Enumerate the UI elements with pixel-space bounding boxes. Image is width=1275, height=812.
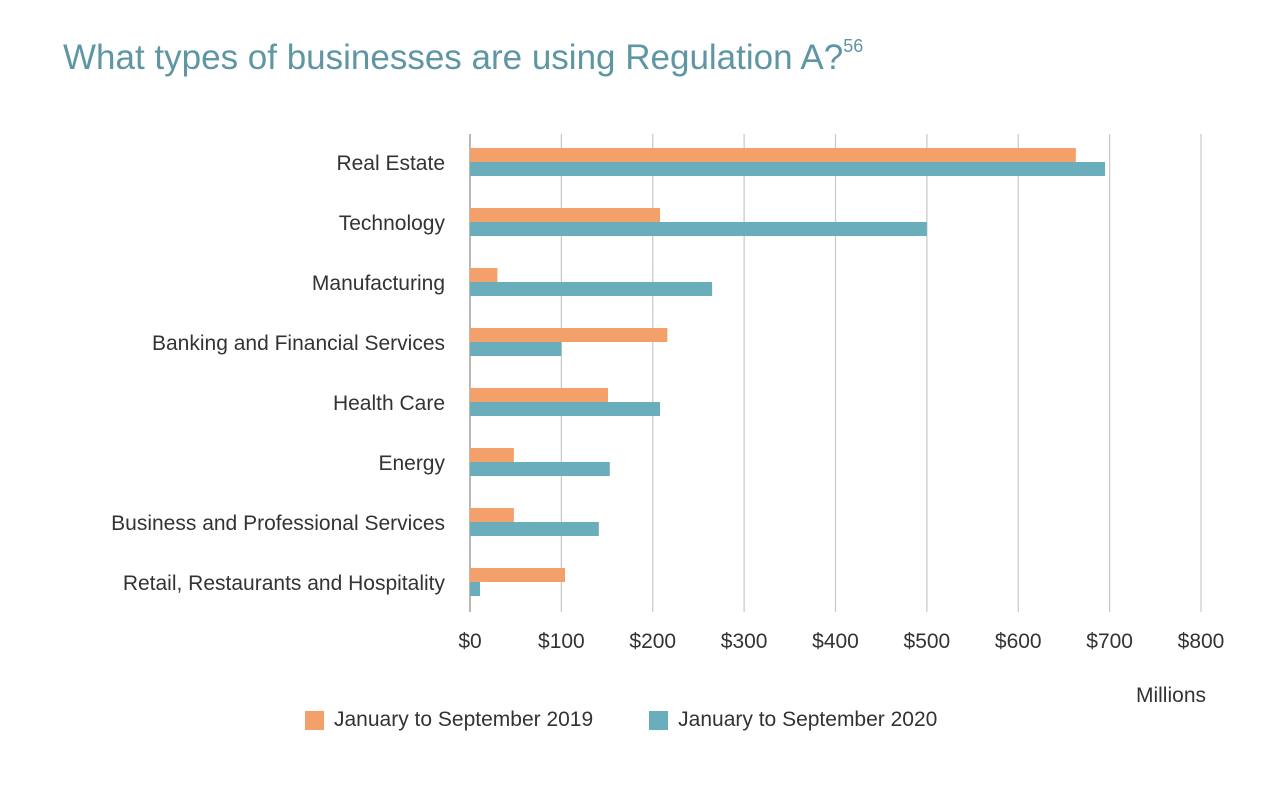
legend-label-2020: January to September 2020: [678, 708, 938, 731]
x-tick-label: $300: [721, 630, 768, 653]
bar-2020: [470, 402, 661, 416]
category-label: Energy: [378, 452, 445, 475]
x-tick-label: $700: [1086, 630, 1133, 653]
bar-2020: [470, 522, 599, 536]
chart-title: What types of businesses are using Regul…: [63, 36, 864, 78]
bar-2020: [470, 222, 927, 236]
bar-2019: [470, 268, 498, 282]
bars: [470, 148, 1106, 596]
bar-2019: [470, 508, 514, 522]
x-tick-label: $600: [995, 630, 1042, 653]
category-label: Banking and Financial Services: [152, 332, 445, 355]
category-label: Real Estate: [336, 152, 445, 175]
bar-2019: [470, 208, 661, 222]
bar-2019: [470, 568, 566, 582]
gridlines: [469, 134, 1202, 612]
legend-item-2020: January to September 2020: [649, 708, 937, 732]
bar-2019: [470, 148, 1076, 162]
category-label: Health Care: [333, 392, 445, 415]
x-tick-label: $500: [904, 630, 951, 653]
category-label: Retail, Restaurants and Hospitality: [123, 572, 446, 595]
legend-swatch-2019: [305, 710, 324, 730]
bar-2020: [470, 282, 713, 296]
bar-2020: [470, 162, 1106, 176]
bar-2019: [470, 388, 608, 402]
bar-2019: [470, 448, 514, 462]
x-tick-label: $0: [458, 630, 481, 653]
bar-2020: [470, 342, 562, 356]
bar-2020: [470, 582, 481, 596]
title-footnote: 56: [843, 36, 864, 57]
x-unit-label: Millions: [1136, 684, 1206, 707]
category-labels: Real Estate Technology Manufacturing Bankin…: [111, 152, 445, 595]
x-tick-label: $800: [1178, 630, 1225, 653]
legend-item-2019: January to September 2019: [305, 708, 593, 732]
legend: January to September 2019 January to Sep…: [305, 708, 937, 732]
legend-swatch-2020: [649, 710, 669, 730]
legend-label-2019: January to September 2019: [334, 708, 594, 731]
x-tick-label: $400: [812, 630, 859, 653]
bar-2019: [470, 328, 668, 342]
x-tick-labels: $0 $100 $200 $300 $400 $500 $600 $700 $800: [458, 630, 1224, 653]
chart-title-text: What types of businesses are using Regul…: [63, 38, 844, 77]
bar-2020: [470, 462, 610, 476]
category-label: Manufacturing: [312, 272, 445, 295]
category-label: Technology: [339, 212, 446, 235]
category-label: Business and Professional Services: [111, 512, 445, 535]
x-tick-label: $100: [538, 630, 585, 653]
x-tick-label: $200: [629, 630, 676, 653]
